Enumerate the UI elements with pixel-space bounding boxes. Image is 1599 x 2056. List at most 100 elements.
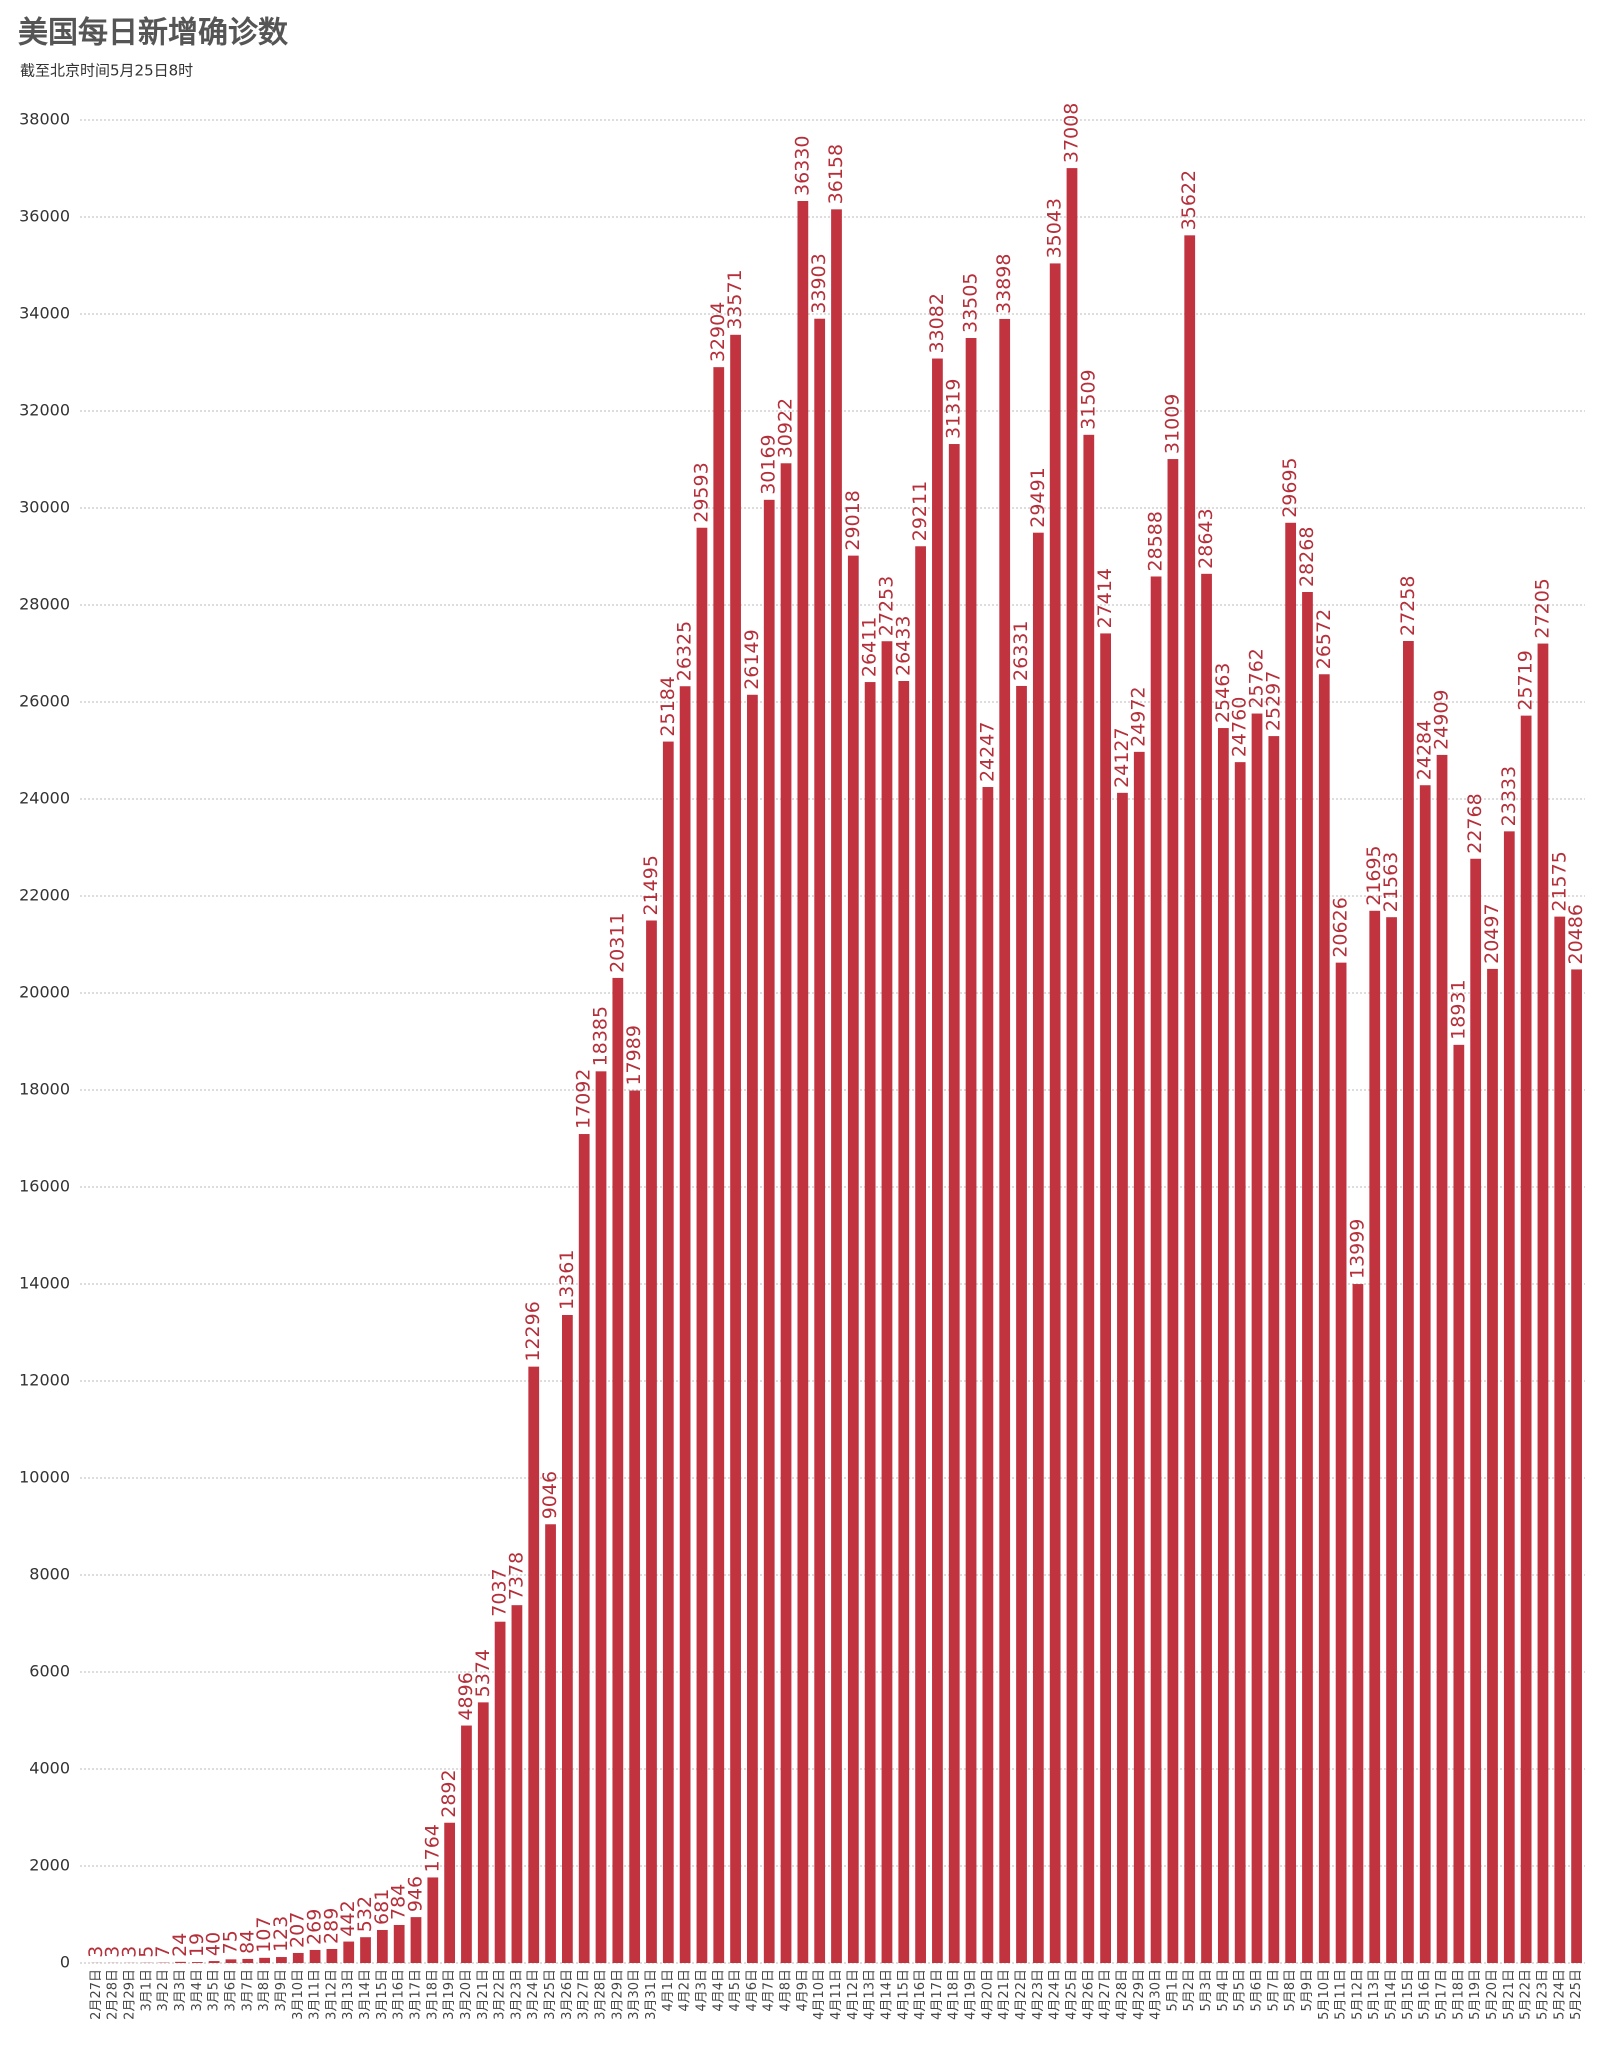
bar [477, 1702, 489, 1963]
bar [1503, 831, 1515, 1963]
value-label: 5 [135, 1946, 157, 1958]
value-label: 30922 [775, 398, 797, 458]
x-tick-label: 5月9日 [1300, 1969, 1315, 2012]
y-tick-label: 36000 [19, 207, 70, 226]
bar [326, 1948, 338, 1963]
value-label: 289 [320, 1908, 342, 1944]
x-tick-label: 3月26日 [560, 1969, 575, 2020]
bar [763, 499, 775, 1964]
x-tick-label: 3月11日 [308, 1969, 323, 2020]
value-label: 13361 [556, 1250, 578, 1310]
bar [1419, 785, 1431, 1963]
bar [1167, 459, 1179, 1964]
x-tick-label: 2月27日 [89, 1969, 104, 2020]
bar [948, 444, 960, 1963]
bar [1302, 592, 1313, 1964]
value-label: 28588 [1145, 511, 1167, 571]
x-tick-label: 3月20日 [459, 1969, 474, 2020]
value-label: 24284 [1414, 720, 1436, 780]
bar [814, 318, 826, 1964]
value-label: 123 [270, 1916, 292, 1952]
value-label: 35043 [1044, 198, 1066, 258]
bar [679, 686, 691, 1963]
y-tick-label: 2000 [29, 1856, 70, 1875]
y-tick-label: 34000 [19, 304, 70, 323]
value-label: 7037 [489, 1568, 511, 1616]
x-tick-label: 3月6日 [223, 1969, 238, 2012]
value-label: 25184 [657, 676, 679, 736]
y-tick-label: 0 [60, 1953, 70, 1972]
x-tick-label: 3月10日 [291, 1969, 306, 2020]
bar [1083, 434, 1095, 1964]
bar [1352, 1284, 1364, 1963]
value-label: 27205 [1531, 578, 1553, 638]
bar [494, 1621, 506, 1963]
value-label: 12296 [522, 1301, 544, 1361]
x-tick-label: 3月28日 [594, 1969, 609, 2020]
x-tick-label: 4月30日 [1149, 1969, 1164, 2020]
value-label: 7378 [505, 1552, 527, 1600]
bar [1100, 633, 1112, 1963]
value-label: 20311 [606, 912, 628, 972]
x-tick-label: 5月14日 [1384, 1969, 1399, 2020]
x-tick-label: 4月27日 [1098, 1969, 1113, 2020]
bar [831, 209, 842, 1963]
x-tick-label: 5月12日 [1350, 1969, 1365, 2020]
value-label: 32904 [707, 302, 729, 362]
value-label: 3 [119, 1946, 141, 1958]
bar [1032, 532, 1044, 1963]
bar [1016, 685, 1027, 1963]
bar [612, 977, 624, 1963]
value-label: 21563 [1380, 852, 1402, 912]
value-label: 33571 [724, 269, 746, 329]
value-label: 24909 [1431, 689, 1453, 749]
y-tick-label: 14000 [19, 1274, 70, 1293]
x-tick-label: 4月13日 [863, 1969, 878, 2020]
x-tick-label: 2月28日 [106, 1969, 121, 2020]
value-label: 24760 [1229, 697, 1251, 757]
bar [730, 334, 741, 1963]
bar [1487, 968, 1498, 1963]
x-tick-label: 4月26日 [1081, 1969, 1096, 2020]
value-label: 27414 [1094, 568, 1116, 628]
x-tick-label: 3月29日 [610, 1969, 625, 2020]
x-tick-label: 5月5日 [1233, 1969, 1248, 2012]
bar [528, 1366, 540, 1963]
bar [1318, 674, 1330, 1963]
bar [1234, 762, 1246, 1963]
x-tick-label: 5月15日 [1401, 1969, 1416, 2020]
x-tick-label: 5月25日 [1569, 1969, 1584, 2020]
x-tick-label: 5月7日 [1266, 1969, 1281, 2012]
value-label: 442 [337, 1900, 359, 1936]
bar [747, 694, 758, 1964]
bar [780, 463, 792, 1964]
bar [1436, 754, 1448, 1963]
y-tick-label: 22000 [19, 886, 70, 905]
bar [646, 920, 657, 1964]
x-tick-label: 3月19日 [442, 1969, 457, 2020]
value-label: 3 [102, 1946, 124, 1958]
value-label: 13999 [1346, 1219, 1368, 1279]
x-tick-label: 3月15日 [375, 1969, 390, 2020]
bar [881, 641, 893, 1963]
y-tick-label: 24000 [19, 789, 70, 808]
bar [595, 1071, 607, 1963]
value-label: 24247 [976, 722, 998, 782]
bar [1571, 969, 1582, 1963]
bar [1520, 715, 1532, 1964]
value-label: 31509 [1077, 369, 1099, 429]
x-tick-label: 5月8日 [1283, 1969, 1298, 2012]
value-label: 946 [404, 1876, 426, 1912]
x-tick-label: 4月19日 [964, 1969, 979, 2020]
value-label: 207 [287, 1912, 309, 1948]
bar [713, 367, 725, 1963]
bar [1470, 858, 1482, 1964]
value-label: 269 [304, 1909, 326, 1945]
bar [1217, 728, 1229, 1964]
x-tick-label: 3月25日 [543, 1969, 558, 2020]
value-label: 28268 [1296, 527, 1318, 587]
value-label: 26331 [1010, 620, 1032, 680]
x-tick-label: 5月18日 [1451, 1969, 1466, 2020]
bar [292, 1952, 304, 1963]
y-tick-label: 8000 [29, 1565, 70, 1584]
